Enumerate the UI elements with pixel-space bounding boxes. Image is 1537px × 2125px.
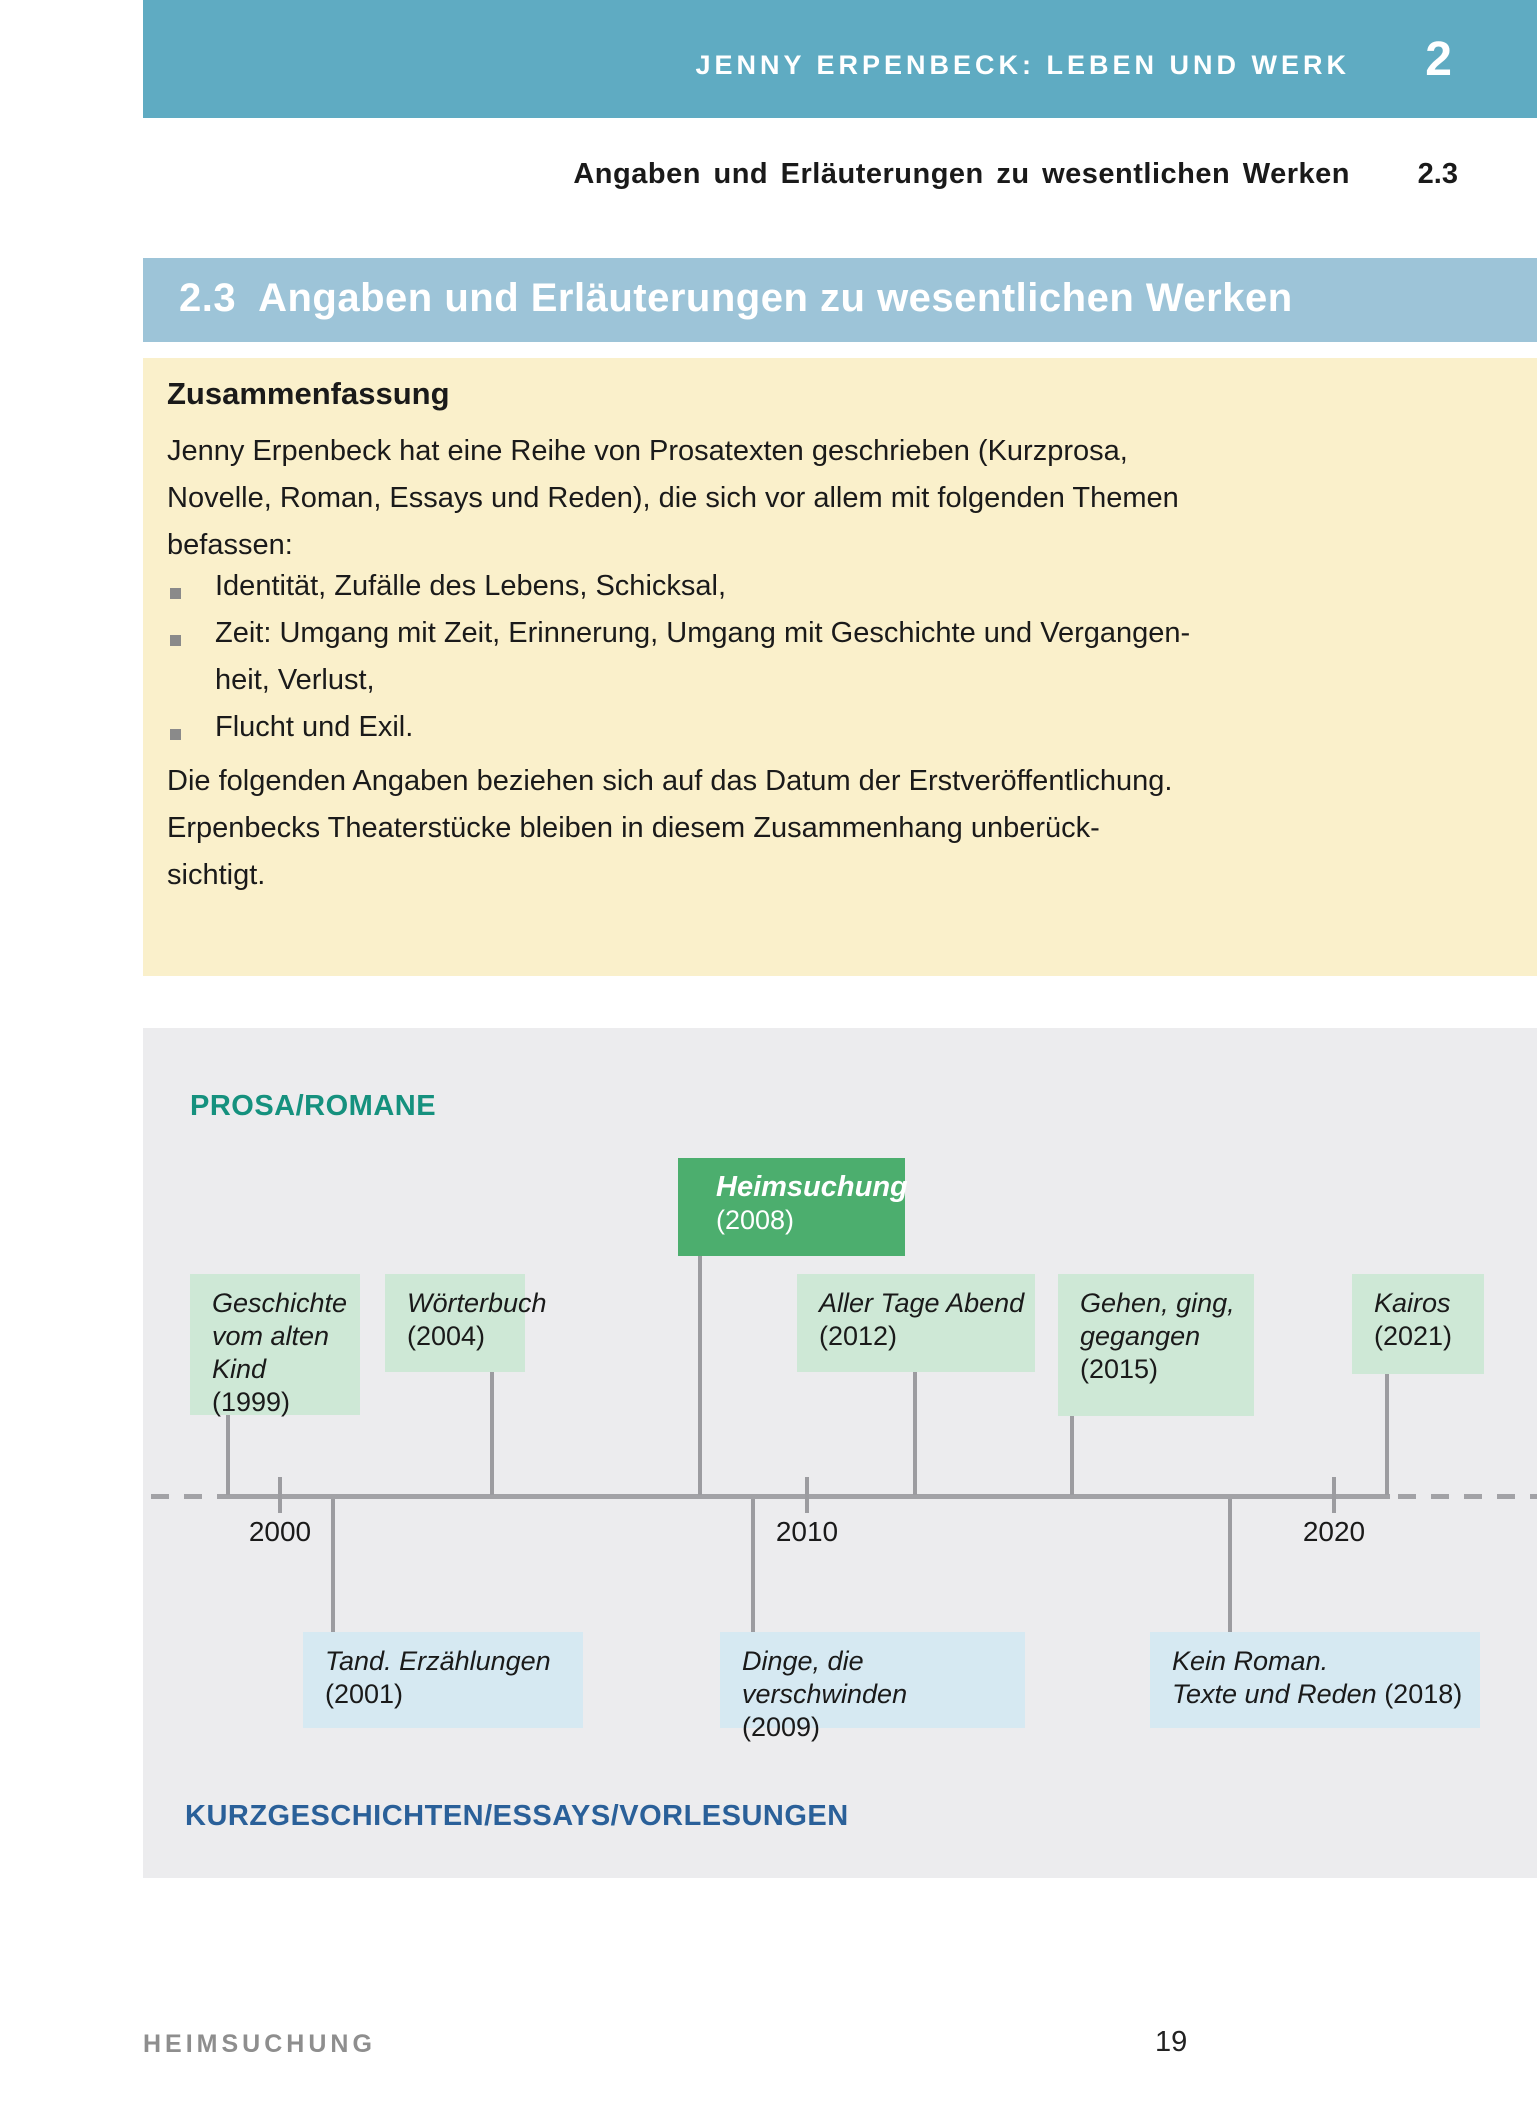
bullet-square-icon [170, 729, 181, 740]
summary-heading: Zusammenfassung [167, 376, 450, 411]
work-title: Geschichte [212, 1288, 348, 1318]
work-stem-2021 [1385, 1374, 1389, 1495]
timeline-axis-dashed-left [151, 1494, 218, 1499]
section-header-text: 2.3 Angaben und Erläuterungen zu wesentli… [179, 276, 1293, 321]
work-box-woerterbuch: Wörterbuch (2004) [385, 1274, 547, 1372]
work-title: Tand. Erzählungen [325, 1646, 551, 1676]
bullet-item: Flucht und Exil. [215, 711, 414, 743]
bullet-square-icon [170, 635, 181, 646]
timeline-panel: PROSA/ROMANE KURZGESCHICHTEN/ESSAYS/VORL… [143, 1028, 1537, 1878]
work-stem-1999 [226, 1415, 230, 1495]
chapter-title: JENNY ERPENBECK: LEBEN UND WERK [695, 50, 1350, 80]
work-title: Kein Roman. [1172, 1646, 1329, 1676]
summary-intro-line: Novelle, Roman, Essays und Reden), die s… [167, 482, 1179, 514]
summary-intro-line: befassen: [167, 529, 293, 561]
year-label: 2020 [1302, 1516, 1366, 1547]
summary-outro-line: sichtigt. [167, 859, 266, 891]
bullet-item: Identität, Zufälle des Lebens, Schicksal… [215, 570, 727, 602]
work-stem-2015 [1070, 1416, 1074, 1495]
work-box-dinge-die-verschwinden: Dinge, die verschwinden (2009) [720, 1632, 1025, 1742]
breadcrumb-section-number: 2.3 [1417, 158, 1458, 190]
footer-page-number: 19 [1155, 2026, 1188, 2058]
work-stem-2009 [751, 1499, 755, 1632]
work-title: Heimsuchung [716, 1171, 908, 1203]
work-title: Texte und Reden [1172, 1679, 1377, 1709]
work-year: (2021) [1374, 1321, 1453, 1351]
timeline-bottom-label: KURZGESCHICHTEN/ESSAYS/VORLESUNGEN [185, 1800, 849, 1832]
work-year: (2008) [716, 1205, 795, 1235]
work-box-kein-roman-texte-und-reden: Kein Roman. Texte und Reden (2018) [1150, 1632, 1480, 1728]
year-label: 2010 [775, 1516, 839, 1547]
work-title: Wörterbuch [407, 1288, 547, 1318]
work-year: (2012) [819, 1321, 898, 1351]
bullet-item: Zeit: Umgang mit Zeit, Erinnerung, Umgan… [215, 617, 1191, 649]
work-title: Dinge, die verschwinden [742, 1646, 908, 1709]
summary-intro-line: Jenny Erpenbeck hat eine Reihe von Prosa… [167, 435, 1128, 467]
work-year: (2001) [325, 1679, 404, 1709]
work-title: Aller Tage Abend [819, 1288, 1025, 1318]
footer-book-title: HEIMSUCHUNG [143, 2030, 376, 2058]
chapter-header-band: JENNY ERPENBECK: LEBEN UND WERK 2 [143, 0, 1537, 118]
breadcrumb: Angaben und Erläuterungen zu wesentliche… [573, 158, 1350, 190]
work-year: (2009) [742, 1712, 821, 1742]
summary-outro-line: Die folgenden Angaben beziehen sich auf … [167, 765, 1173, 797]
work-box-gehen-ging-gegangen: Gehen, ging, gegangen (2015) [1058, 1274, 1254, 1416]
bullet-item-continuation: heit, Verlust, [215, 664, 375, 696]
work-box-tand-erzaehlungen: Tand. Erzählungen (2001) [303, 1632, 583, 1728]
summary-outro-line: Erpenbecks Theaterstücke bleiben in dies… [167, 812, 1100, 844]
year-tick [805, 1477, 809, 1513]
section-number: 2.3 [179, 276, 237, 320]
work-box-geschichte-vom-alten-kind: Geschichte vom alten Kind (1999) [190, 1274, 360, 1417]
work-box-aller-tage-abend: Aller Tage Abend (2012) [797, 1274, 1035, 1372]
work-stem-2012 [913, 1372, 917, 1495]
summary-box: Zusammenfassung Jenny Erpenbeck hat eine… [143, 358, 1537, 976]
timeline-axis [218, 1494, 1390, 1499]
work-stem-2004 [490, 1372, 494, 1495]
work-stem-2018 [1228, 1499, 1232, 1632]
timeline-axis-dashed-right [1398, 1494, 1537, 1499]
work-year: (1999) [212, 1387, 291, 1417]
work-title: Gehen, ging, [1080, 1288, 1235, 1318]
work-year: (2004) [407, 1321, 486, 1351]
work-box-kairos: Kairos (2021) [1352, 1274, 1484, 1374]
work-stem-2001 [331, 1499, 335, 1632]
year-tick [1332, 1477, 1336, 1513]
bullet-square-icon [170, 588, 181, 599]
work-title: vom alten Kind [212, 1321, 330, 1384]
work-stem-2008 [698, 1256, 702, 1495]
work-title: Kairos [1374, 1288, 1451, 1318]
section-title: Angaben und Erläuterungen zu wesentliche… [258, 276, 1293, 320]
chapter-number: 2 [1425, 33, 1452, 86]
work-title: gegangen [1080, 1321, 1201, 1351]
timeline-top-label: PROSA/ROMANE [190, 1090, 437, 1122]
work-box-heimsuchung-highlighted: Heimsuchung (2008) [678, 1158, 908, 1256]
year-label: 2000 [248, 1516, 312, 1547]
section-header: 2.3 Angaben und Erläuterungen zu wesentli… [143, 258, 1537, 342]
work-year: (2015) [1080, 1354, 1159, 1384]
work-year: (2018) [1384, 1679, 1463, 1709]
year-tick [278, 1477, 282, 1513]
